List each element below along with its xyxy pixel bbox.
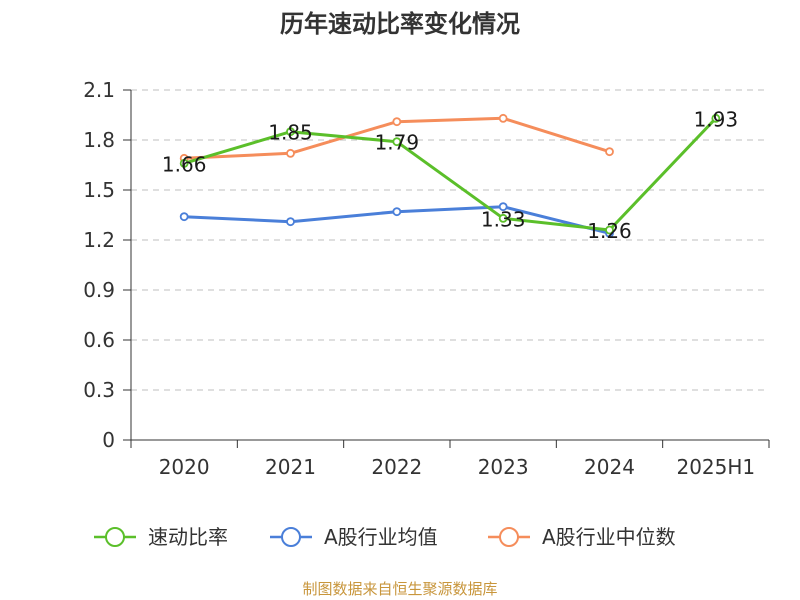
- legend-marker-1: [281, 527, 301, 547]
- series-point-2-2022: [392, 117, 402, 127]
- series-point-0-2023: [498, 213, 508, 223]
- legend-marker-2: [499, 527, 519, 547]
- series-point-1-2020: [179, 212, 189, 222]
- series-point-0-2025H1: [711, 113, 721, 123]
- data-label-layer: 1.66 1.85 1.79 1.33 1.26 1.93: [162, 107, 738, 243]
- legend-label-1: A股行业均值: [324, 525, 438, 549]
- chart-title: 历年速动比率变化情况: [280, 10, 520, 38]
- footer-source: 制图数据来自恒生聚源数据库: [302, 580, 497, 598]
- x-tick-label-2024: 2024: [584, 455, 635, 479]
- series-point-1-2022: [392, 207, 402, 217]
- x-tick-label-2022: 2022: [371, 455, 422, 479]
- axis-layer: 0 0.3 0.6 0.9 1.2 1.5 1.8 2.1 2020 2021 2022 2023 20…: [83, 78, 770, 479]
- data-label-2024: 1.26: [587, 219, 632, 243]
- series-line-0: [182, 116, 718, 232]
- data-label-2023: 1.33: [481, 207, 526, 231]
- series-point-0-2022: [392, 137, 402, 147]
- y-tick-label-0: 0: [102, 428, 115, 452]
- data-label-2020: 1.66: [162, 152, 207, 176]
- series-layer: [179, 113, 721, 238]
- legend: 速动比率 A股行业均值 A股行业中位数: [94, 525, 676, 549]
- y-tick-label-1.2: 1.2: [83, 228, 115, 252]
- series-point-1-2021: [286, 217, 295, 227]
- series-point-2-2024: [605, 147, 614, 157]
- data-label-2022: 1.79: [375, 131, 420, 155]
- y-tick-label-0.3: 0.3: [83, 378, 115, 402]
- series-point-2-2023: [498, 113, 508, 123]
- y-tick-label-2.1: 2.1: [83, 78, 115, 102]
- series-point-0-2021: [286, 127, 295, 137]
- data-label-2025H1: 1.93: [694, 107, 739, 131]
- y-tick-label-0.6: 0.6: [83, 328, 115, 352]
- y-tick-label-1.8: 1.8: [83, 128, 115, 152]
- legend-label-0: 速动比率: [148, 525, 228, 549]
- data-label-2021: 1.85: [268, 121, 313, 145]
- series-point-2-2021: [286, 148, 295, 158]
- y-tick-label-1.5: 1.5: [83, 178, 115, 202]
- legend-label-2: A股行业中位数: [542, 525, 676, 549]
- series-point-0-2020: [179, 158, 189, 168]
- y-tick-label-0.9: 0.9: [83, 278, 115, 302]
- x-tick-label-2025H1: 2025H1: [676, 455, 755, 479]
- series-point-1-2023: [498, 202, 508, 212]
- grid-layer: [131, 89, 769, 391]
- x-tick-label-2021: 2021: [265, 455, 316, 479]
- x-tick-label-2020: 2020: [159, 455, 210, 479]
- series-point-0-2024: [605, 225, 614, 235]
- x-tick-label-2023: 2023: [478, 455, 529, 479]
- legend-marker-0: [105, 527, 125, 547]
